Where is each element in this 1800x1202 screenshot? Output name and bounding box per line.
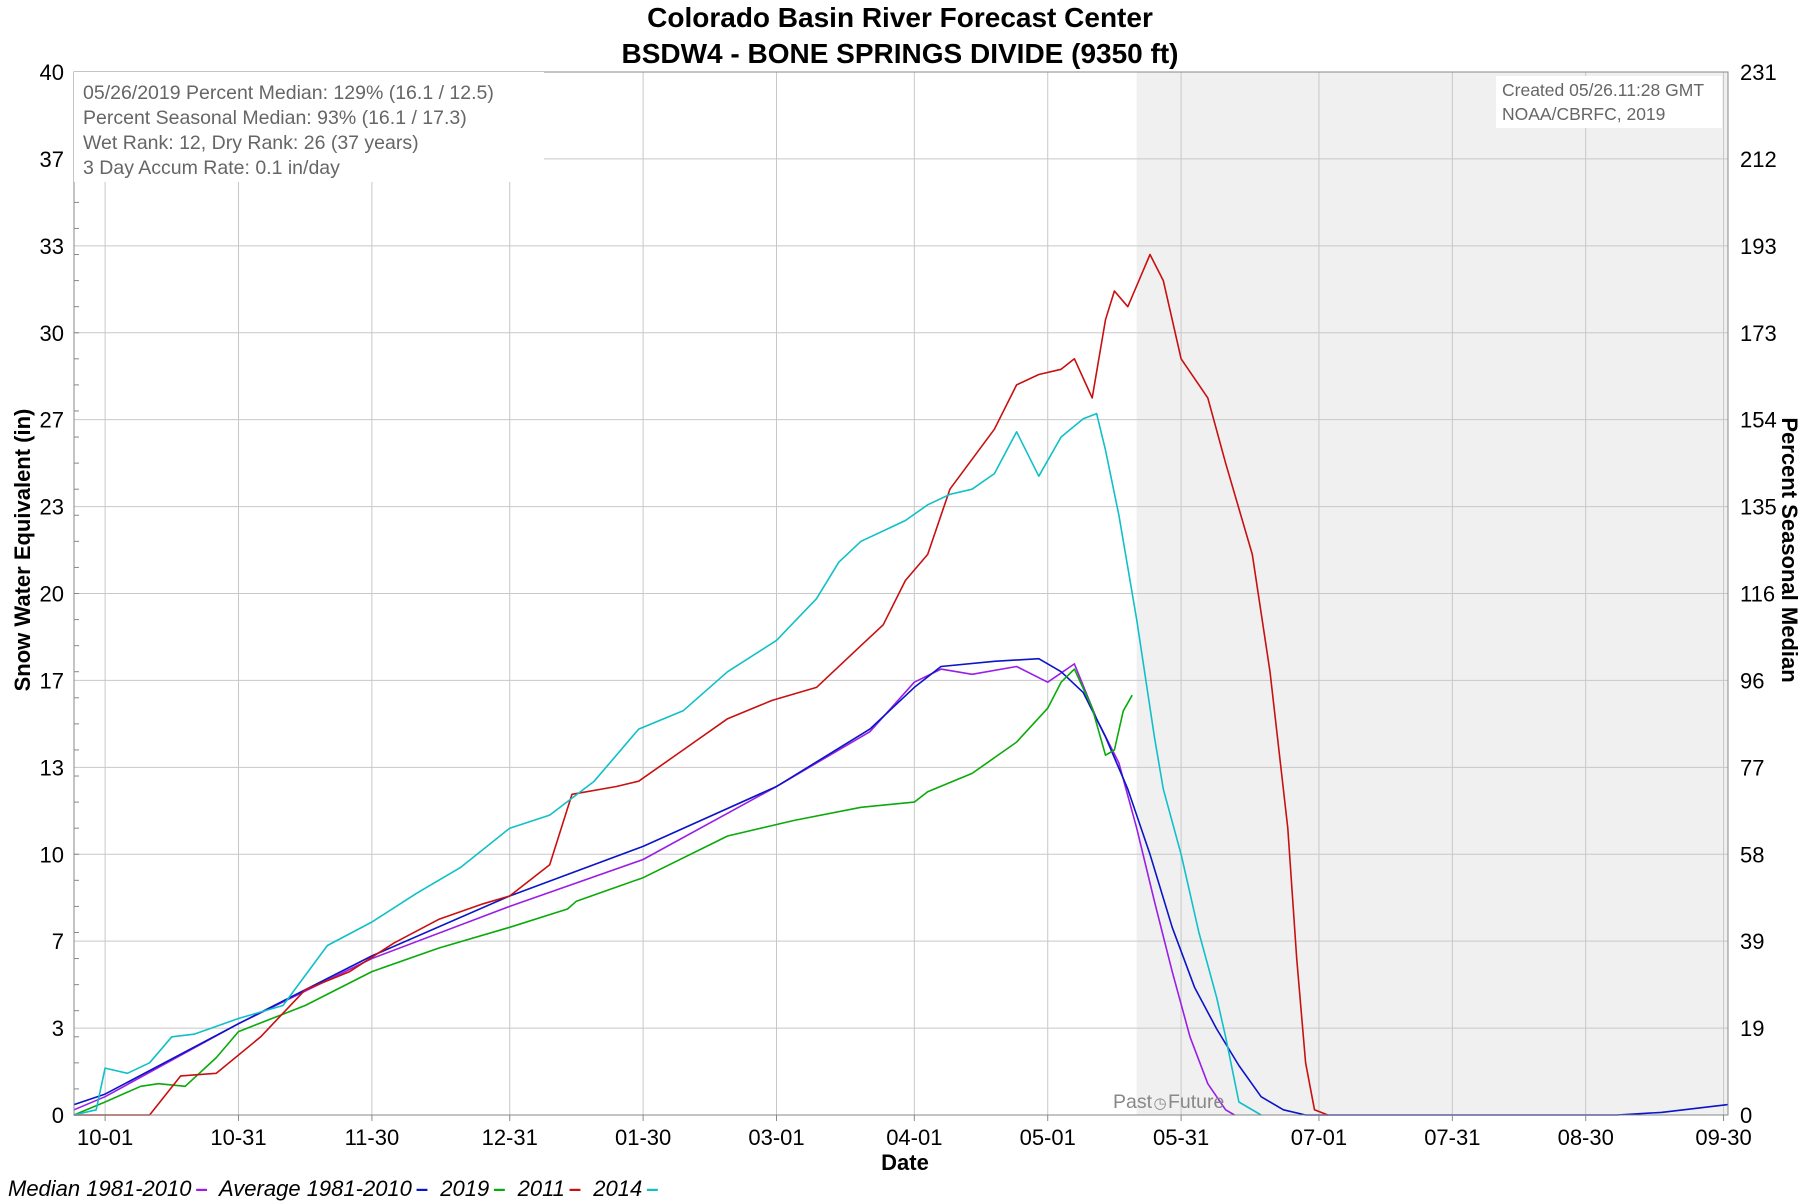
- clock-icon: ◷: [1153, 1095, 1166, 1112]
- legend-label-average: Average 1981-2010: [219, 1176, 412, 1201]
- legend-item-average: Average 1981-2010–: [219, 1176, 428, 1201]
- x-tick-label: 10-01: [77, 1125, 133, 1150]
- y-tick-label: 20: [40, 582, 64, 607]
- y2-axis-title: Percent Seasonal Median: [1777, 417, 1800, 682]
- series-line-2014: [73, 412, 1262, 1116]
- info-line-4: 3 Day Accum Rate: 0.1 in/day: [83, 157, 340, 179]
- legend-item-2011: 2011–: [518, 1176, 582, 1201]
- y2-tick-label: 212: [1740, 147, 1777, 172]
- x-tick-label: 09-30: [1695, 1125, 1751, 1150]
- chart-subtitle: BSDW4 - BONE SPRINGS DIVIDE (9350 ft): [621, 38, 1179, 69]
- legend-swatch-median: –: [195, 1176, 208, 1201]
- legend-item-2019: 2019–: [440, 1176, 505, 1201]
- series-line-2011: [74, 253, 1329, 1116]
- past-label: Past: [1113, 1091, 1153, 1113]
- y-tick-label: 40: [40, 60, 64, 85]
- credit-line-1: Created 05/26.11:28 GMT: [1502, 80, 1704, 100]
- y2-tick-label: 96: [1740, 668, 1764, 693]
- legend-swatch-average: –: [415, 1176, 429, 1201]
- info-line-1: 05/26/2019 Percent Median: 129% (16.1 / …: [83, 82, 494, 104]
- y2-tick-label: 135: [1740, 495, 1777, 520]
- y-tick-label: 7: [52, 929, 64, 954]
- x-tick-label: 04-01: [886, 1125, 942, 1150]
- legend-swatch-2019: –: [493, 1176, 506, 1201]
- y-tick-label: 30: [40, 321, 64, 346]
- legend-swatch-2014: –: [646, 1176, 659, 1201]
- x-tick-label: 03-01: [748, 1125, 804, 1150]
- x-tick-label: 07-01: [1291, 1125, 1347, 1150]
- x-tick-label: 11-30: [345, 1125, 400, 1150]
- y2-tick-label: 0: [1740, 1103, 1752, 1128]
- x-tick-label: 05-31: [1153, 1125, 1209, 1150]
- series-line-2019: [73, 668, 1133, 1116]
- y2-tick-label: 154: [1740, 408, 1777, 433]
- y2-tick-label: 116: [1740, 582, 1775, 607]
- y-tick-label: 0: [52, 1103, 64, 1128]
- y-tick-label: 17: [40, 668, 64, 693]
- y-tick-label: 33: [40, 234, 64, 259]
- x-tick-label: 10-31: [210, 1125, 266, 1150]
- credit-line-2: NOAA/CBRFC, 2019: [1502, 104, 1665, 124]
- series-line-median-1981-2010: [73, 663, 1235, 1116]
- legend-label-2019: 2019: [440, 1176, 490, 1201]
- legend-label-2014: 2014: [593, 1176, 643, 1201]
- info-box: [74, 72, 544, 182]
- x-tick-label: 12-31: [482, 1125, 538, 1150]
- x-axis-title: Date: [881, 1150, 929, 1175]
- x-tick-label: 08-30: [1558, 1125, 1614, 1150]
- x-tick-label: 05-01: [1020, 1125, 1076, 1150]
- info-line-2: Percent Seasonal Median: 93% (16.1 / 17.…: [83, 107, 467, 129]
- y2-tick-label: 231: [1740, 60, 1777, 85]
- y2-tick-label: 58: [1740, 842, 1764, 867]
- y2-tick-label: 77: [1740, 755, 1764, 780]
- y-tick-label: 3: [52, 1016, 64, 1041]
- chart-title: Colorado Basin River Forecast Center: [647, 2, 1153, 33]
- credit-box: [1496, 76, 1722, 128]
- legend-label-median: Median 1981-2010: [8, 1176, 192, 1201]
- y2-tick-label: 173: [1740, 321, 1777, 346]
- x-tick-label: 07-31: [1424, 1125, 1480, 1150]
- future-label: Future: [1168, 1091, 1224, 1113]
- y-axis-title: Snow Water Equivalent (in): [10, 409, 35, 692]
- y2-tick-label: 193: [1740, 234, 1777, 259]
- x-tick-label: 01-30: [615, 1125, 671, 1150]
- y-tick-label: 37: [40, 147, 64, 172]
- y2-tick-label: 19: [1740, 1016, 1764, 1041]
- y-tick-label: 10: [40, 842, 64, 867]
- y-tick-label: 23: [40, 495, 64, 520]
- legend: Median 1981-2010– Average 1981-2010– 201…: [8, 1176, 665, 1202]
- y2-tick-label: 39: [1740, 929, 1764, 954]
- y-tick-label: 27: [40, 408, 64, 433]
- axes: 0 0 3 19 7 39 10 58 13 77 17 96 20 116 23 135 27 154 30 173…: [40, 60, 1777, 1150]
- legend-label-2011: 2011: [517, 1176, 565, 1201]
- legend-item-2014: 2014–: [593, 1176, 658, 1201]
- legend-item-median: Median 1981-2010–: [8, 1176, 208, 1201]
- legend-swatch-2011: –: [568, 1176, 582, 1201]
- y-tick-label: 13: [40, 755, 64, 780]
- info-line-3: Wet Rank: 12, Dry Rank: 26 (37 years): [83, 132, 419, 154]
